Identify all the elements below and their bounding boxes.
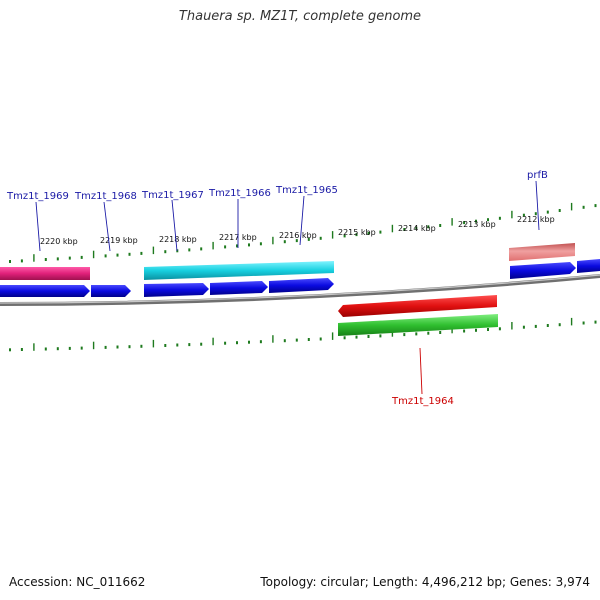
feature-cyan[interactable] xyxy=(144,261,334,280)
scale-label-2213: 2213 kbp xyxy=(458,220,496,229)
gene-label-tmz1t-1966: Tmz1t_1966 xyxy=(208,188,271,199)
scale-label-2212: 2212 kbp xyxy=(517,215,555,224)
cds-arrow-tmz1t-1969[interactable] xyxy=(0,285,90,297)
cds-arrow-tmz1t-1967[interactable] xyxy=(144,283,209,297)
scale-ticks-top xyxy=(9,202,597,263)
gene-label-tmz1t-1965: Tmz1t_1965 xyxy=(275,185,338,196)
feature-green-tmz1t-1964[interactable] xyxy=(338,314,498,336)
gene-label-tmz1t-1964: Tmz1t_1964 xyxy=(391,396,454,407)
gene-label-tmz1t-1967: Tmz1t_1967 xyxy=(141,190,204,201)
gene-label-tmz1t-1968: Tmz1t_1968 xyxy=(74,191,137,202)
cds-arrow-tmz1t-1966[interactable] xyxy=(210,281,268,295)
cds-arrow-right-edge[interactable] xyxy=(577,259,600,273)
scale-label-2215: 2215 kbp xyxy=(338,228,376,237)
cds-arrow-tmz1t-1964[interactable] xyxy=(338,295,497,317)
gene-labels: Tmz1t_1969 Tmz1t_1968 Tmz1t_1967 Tmz1t_1… xyxy=(6,170,548,407)
scale-label-2214: 2214 kbp xyxy=(398,224,436,233)
feature-salmon-prfb[interactable] xyxy=(509,243,575,261)
scale-label-2220: 2220 kbp xyxy=(40,237,78,246)
accession-label: Accession: NC_011662 xyxy=(9,575,146,589)
cds-arrow-prfb[interactable] xyxy=(510,262,576,279)
gene-label-prfb: prfB xyxy=(527,170,548,181)
genome-summary-label: Topology: circular; Length: 4,496,212 bp… xyxy=(260,575,590,589)
scale-label-2218: 2218 kbp xyxy=(159,235,197,244)
map-title: Thauera sp. MZ1T, complete genome xyxy=(178,9,422,24)
cds-arrow-tmz1t-1968[interactable] xyxy=(91,285,131,297)
scale-label-2216: 2216 kbp xyxy=(279,231,317,240)
genome-backbone xyxy=(0,274,600,306)
scale-label-2219: 2219 kbp xyxy=(100,236,138,245)
cds-arrow-tmz1t-1965[interactable] xyxy=(269,278,334,293)
gene-label-tmz1t-1969: Tmz1t_1969 xyxy=(6,191,69,202)
feature-magenta[interactable] xyxy=(0,267,90,280)
label-leader-lines xyxy=(35,180,540,395)
scale-ticks-bottom xyxy=(9,317,597,352)
